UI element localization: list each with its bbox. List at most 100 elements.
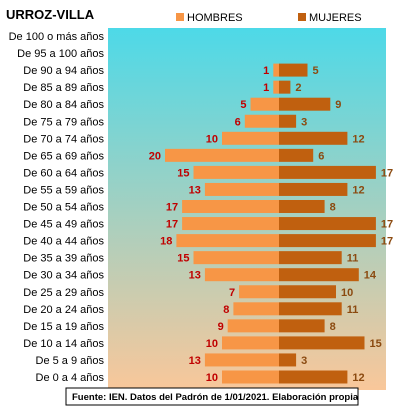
bar-hombres — [239, 285, 279, 299]
category-label: De 100 o más años — [9, 31, 105, 43]
legend: HOMBRES MUJERES — [176, 12, 362, 24]
source-text: Fuente: IEN. Datos del Padrón de 1/01/20… — [72, 392, 359, 403]
category-label: De 65 a 69 años — [23, 150, 104, 162]
value-label-mujeres: 3 — [301, 355, 307, 367]
value-label-hombres: 18 — [160, 236, 172, 248]
value-label-hombres: 1 — [263, 82, 269, 94]
category-label: De 55 a 59 años — [23, 184, 104, 196]
category-label: De 0 a 4 años — [36, 372, 105, 384]
category-label: De 35 a 39 años — [23, 253, 104, 265]
value-label-mujeres: 11 — [347, 304, 359, 316]
bar-hombres — [204, 353, 279, 367]
value-label-mujeres: 17 — [381, 219, 393, 231]
bar-mujeres — [279, 165, 376, 179]
value-label-mujeres: 17 — [381, 167, 393, 179]
bar-mujeres — [279, 200, 325, 213]
value-label-hombres: 9 — [218, 321, 224, 333]
category-label: De 45 a 49 años — [23, 219, 104, 231]
bar-mujeres — [279, 217, 376, 231]
value-label-hombres: 8 — [223, 304, 229, 316]
bar-mujeres — [279, 97, 331, 111]
bar-hombres — [176, 234, 279, 248]
value-label-mujeres: 14 — [364, 270, 377, 282]
value-label-mujeres: 12 — [352, 372, 364, 384]
bar-hombres — [193, 165, 279, 179]
value-label-hombres: 13 — [189, 355, 201, 367]
value-label-hombres: 15 — [177, 253, 189, 265]
value-label-mujeres: 10 — [341, 287, 353, 299]
value-label-hombres: 5 — [240, 99, 246, 111]
bar-mujeres — [279, 80, 291, 94]
value-label-mujeres: 6 — [318, 150, 324, 162]
value-label-mujeres: 8 — [330, 321, 336, 333]
value-label-hombres: 15 — [177, 167, 189, 179]
value-label-hombres: 10 — [206, 338, 218, 350]
legend-label-mujeres: MUJERES — [309, 12, 362, 24]
bar-mujeres — [279, 302, 342, 316]
bar-mujeres — [279, 268, 359, 282]
bar-hombres — [222, 131, 279, 145]
value-label-hombres: 10 — [206, 133, 218, 145]
source-box-border — [65, 387, 359, 406]
value-label-mujeres: 15 — [370, 338, 382, 350]
category-label: De 5 a 9 años — [36, 355, 105, 367]
value-label-hombres: 10 — [206, 372, 218, 384]
value-label-hombres: 7 — [229, 287, 235, 299]
bar-hombres — [233, 302, 279, 316]
value-label-hombres: 17 — [166, 219, 178, 231]
value-label-mujeres: 8 — [330, 202, 336, 214]
value-label-hombres: 13 — [189, 270, 201, 282]
bar-hombres — [227, 319, 279, 333]
category-label: De 75 a 79 años — [23, 116, 104, 128]
bar-hombres — [182, 217, 279, 231]
category-label: De 90 a 94 años — [23, 65, 104, 77]
value-label-mujeres: 12 — [352, 184, 364, 196]
bar-hombres — [222, 370, 279, 384]
category-label: De 80 a 84 años — [23, 99, 104, 111]
value-label-mujeres: 3 — [301, 116, 307, 128]
legend-swatch-mujeres — [298, 13, 306, 21]
bar-mujeres — [279, 234, 376, 248]
value-label-mujeres: 17 — [381, 236, 393, 248]
category-label: De 15 a 19 años — [23, 321, 104, 333]
bar-hombres — [182, 200, 279, 213]
category-label: De 10 a 14 años — [23, 338, 104, 350]
value-label-hombres: 13 — [189, 184, 201, 196]
value-label-mujeres: 5 — [313, 65, 319, 77]
value-label-hombres: 20 — [149, 150, 161, 162]
value-label-hombres: 6 — [235, 116, 241, 128]
bar-hombres — [273, 80, 279, 94]
bar-hombres — [204, 268, 279, 282]
bar-hombres — [204, 182, 279, 196]
bar-hombres — [222, 336, 279, 350]
bar-mujeres — [279, 370, 348, 384]
bar-mujeres — [279, 182, 348, 196]
value-label-mujeres: 12 — [352, 133, 364, 145]
category-label: De 95 a 100 años — [17, 48, 104, 60]
bar-mujeres — [279, 251, 342, 265]
bar-mujeres — [279, 114, 297, 128]
value-label-hombres: 1 — [263, 65, 269, 77]
bar-mujeres — [279, 353, 297, 367]
bar-mujeres — [279, 285, 336, 299]
bar-hombres — [273, 63, 279, 77]
bar-mujeres — [279, 148, 314, 162]
value-label-hombres: 17 — [166, 202, 178, 214]
bar-hombres — [250, 97, 279, 111]
legend-label-hombres: HOMBRES — [187, 12, 243, 24]
value-label-mujeres: 2 — [295, 82, 301, 94]
category-label: De 60 a 64 años — [23, 167, 104, 179]
legend-swatch-hombres — [176, 13, 184, 21]
bar-mujeres — [279, 336, 365, 350]
chart-title: URROZ-VILLA — [6, 7, 95, 22]
value-label-mujeres: 9 — [335, 99, 341, 111]
bars — [165, 63, 376, 384]
category-label: De 50 a 54 años — [23, 202, 104, 214]
bar-mujeres — [279, 63, 308, 77]
value-label-mujeres: 11 — [347, 253, 359, 265]
bar-mujeres — [279, 319, 325, 333]
category-label: De 40 a 44 años — [23, 236, 104, 248]
category-label: De 20 a 24 años — [23, 304, 104, 316]
